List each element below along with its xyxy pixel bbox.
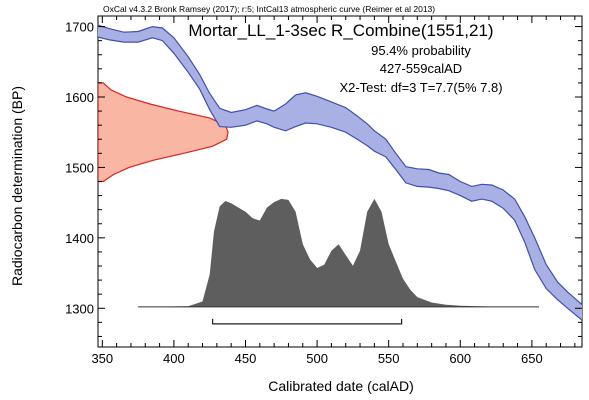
x-tick-label: 450	[235, 351, 257, 366]
x-tick-label: 400	[163, 351, 185, 366]
chart-title: Mortar_LL_1-3sec R_Combine(1551,21)	[188, 21, 493, 40]
y-axis-label: Radiocarbon determination (BP)	[9, 86, 25, 286]
chi-square-annotation: X2-Test: df=3 T=7.7(5% 7.8)	[339, 80, 502, 95]
x-tick-label: 500	[306, 351, 328, 366]
calibration-curve-lower-edge	[98, 36, 582, 321]
y-tick-label: 1400	[65, 231, 94, 246]
calibration-curve-upper-edge	[98, 24, 582, 306]
axis-tick-labels: 350 400 450 500 550 600 650 1300 1400 1500 1600 170…	[65, 20, 543, 366]
y-tick-label: 1500	[65, 160, 94, 175]
measurement-distribution-area	[98, 82, 229, 183]
axis-ticks	[98, 16, 582, 347]
range-95-bracket	[212, 318, 403, 325]
x-axis-label: Calibrated date (calAD)	[268, 378, 414, 394]
y-tick-label: 1700	[65, 20, 94, 35]
y-tick-label: 1600	[65, 90, 94, 105]
posterior-distribution-area	[138, 198, 539, 307]
software-header: OxCal v4.3.2 Bronk Ramsey (2017); r:5; I…	[103, 4, 435, 14]
x-tick-label: 600	[449, 351, 471, 366]
x-tick-label: 550	[378, 351, 400, 366]
y-tick-label: 1300	[65, 301, 94, 316]
range-annotation: 427-559calAD	[380, 61, 462, 76]
x-tick-label: 350	[91, 351, 113, 366]
x-tick-label: 650	[521, 351, 543, 366]
plot-area	[98, 24, 582, 325]
probability-annotation: 95.4% probability	[371, 43, 471, 58]
